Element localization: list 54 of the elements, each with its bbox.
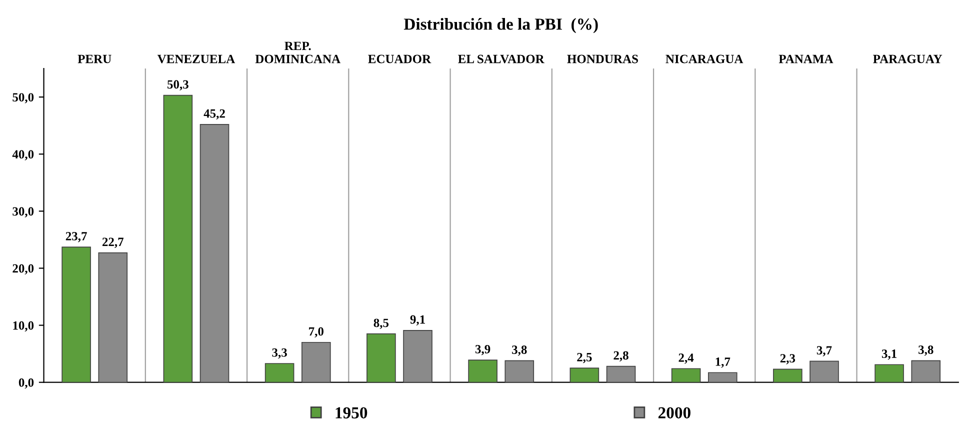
x-tick-label: PANAMA	[778, 54, 834, 64]
data-label: 2,3	[780, 354, 796, 364]
bar	[773, 368, 802, 382]
bar	[62, 246, 91, 382]
bar	[606, 366, 636, 382]
data-label: 3,8	[918, 346, 934, 356]
bar	[708, 372, 738, 382]
y-tick-label: 0,0	[18, 378, 34, 389]
data-label: 1,7	[716, 358, 730, 368]
x-tick-label: PARAGUAY	[873, 54, 942, 64]
bar	[468, 360, 498, 382]
x-tick-label: ECUADOR	[368, 54, 432, 64]
data-label: 3,9	[475, 344, 490, 356]
bar	[504, 360, 534, 382]
bar	[301, 342, 331, 382]
x-tick-label: REP. DOMINICANA	[255, 42, 340, 64]
data-label: 2,8	[614, 351, 628, 362]
y-tick-label: 40,0	[12, 150, 34, 160]
bar	[874, 364, 904, 382]
bar	[366, 333, 396, 382]
bar	[98, 252, 128, 382]
data-label: 2,5	[577, 352, 592, 364]
x-tick-label: NICARAGUA	[666, 54, 744, 64]
data-label: 2,4	[678, 354, 694, 364]
x-tick-label: PERU	[78, 54, 112, 64]
data-label: 50,3	[167, 80, 188, 90]
y-tick-label: 30,0	[12, 207, 34, 218]
data-label: 3,7	[816, 346, 832, 356]
y-tick-label: 10,0	[13, 321, 34, 332]
data-label: 45,2	[204, 109, 225, 120]
data-label: 9,1	[410, 315, 425, 326]
chart-title: Distribución de la PBI (%)	[404, 18, 598, 34]
bar	[810, 360, 839, 382]
y-tick-label: 50,0	[12, 93, 34, 104]
bar	[671, 368, 701, 382]
bar	[570, 368, 600, 382]
x-tick-label: HONDURAS	[567, 54, 638, 64]
bar	[264, 363, 294, 382]
bar	[911, 360, 941, 382]
data-label: 3,3	[272, 348, 287, 359]
bar	[403, 330, 432, 382]
bar	[200, 124, 230, 382]
y-tick-label: 20,0	[12, 264, 34, 274]
data-label: 3,1	[882, 350, 896, 360]
data-label: 22,7	[102, 238, 124, 248]
bar	[163, 94, 193, 382]
x-tick-label: VENEZUELA	[157, 54, 236, 64]
legend-label: 1950	[336, 407, 368, 418]
data-label: 3,8	[512, 346, 527, 356]
x-tick-label: EL SALVADOR	[458, 54, 544, 64]
legend-label: 2000	[658, 407, 690, 418]
data-label: 7,0	[309, 327, 324, 338]
data-label: 23,7	[66, 232, 87, 242]
data-label: 8,5	[374, 318, 389, 329]
